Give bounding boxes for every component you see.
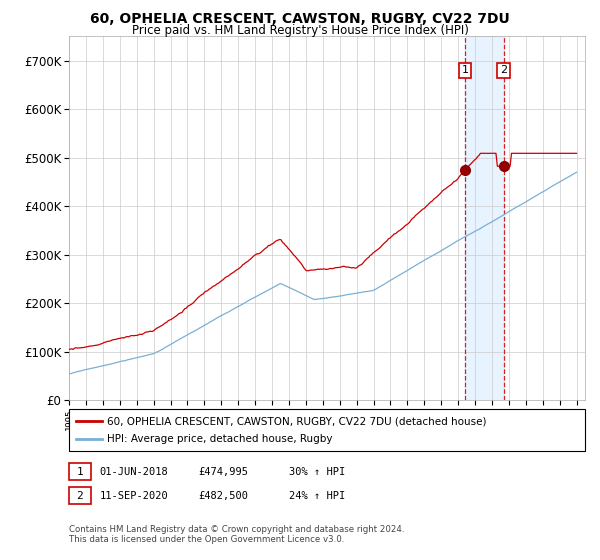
Text: 01-JUN-2018: 01-JUN-2018 xyxy=(100,466,169,477)
Text: Contains HM Land Registry data © Crown copyright and database right 2024.
This d: Contains HM Land Registry data © Crown c… xyxy=(69,525,404,544)
Text: 2: 2 xyxy=(76,491,83,501)
Text: 2: 2 xyxy=(500,66,508,76)
Text: HPI: Average price, detached house, Rugby: HPI: Average price, detached house, Rugb… xyxy=(107,434,332,444)
Text: 1: 1 xyxy=(462,66,469,76)
Text: £482,500: £482,500 xyxy=(199,491,248,501)
Text: 1: 1 xyxy=(76,466,83,477)
Text: 30% ↑ HPI: 30% ↑ HPI xyxy=(289,466,345,477)
Text: 60, OPHELIA CRESCENT, CAWSTON, RUGBY, CV22 7DU: 60, OPHELIA CRESCENT, CAWSTON, RUGBY, CV… xyxy=(90,12,510,26)
Text: Price paid vs. HM Land Registry's House Price Index (HPI): Price paid vs. HM Land Registry's House … xyxy=(131,24,469,37)
Text: 11-SEP-2020: 11-SEP-2020 xyxy=(100,491,169,501)
Text: £474,995: £474,995 xyxy=(199,466,248,477)
Text: 60, OPHELIA CRESCENT, CAWSTON, RUGBY, CV22 7DU (detached house): 60, OPHELIA CRESCENT, CAWSTON, RUGBY, CV… xyxy=(107,417,487,426)
Bar xyxy=(465,36,504,400)
Text: 24% ↑ HPI: 24% ↑ HPI xyxy=(289,491,345,501)
